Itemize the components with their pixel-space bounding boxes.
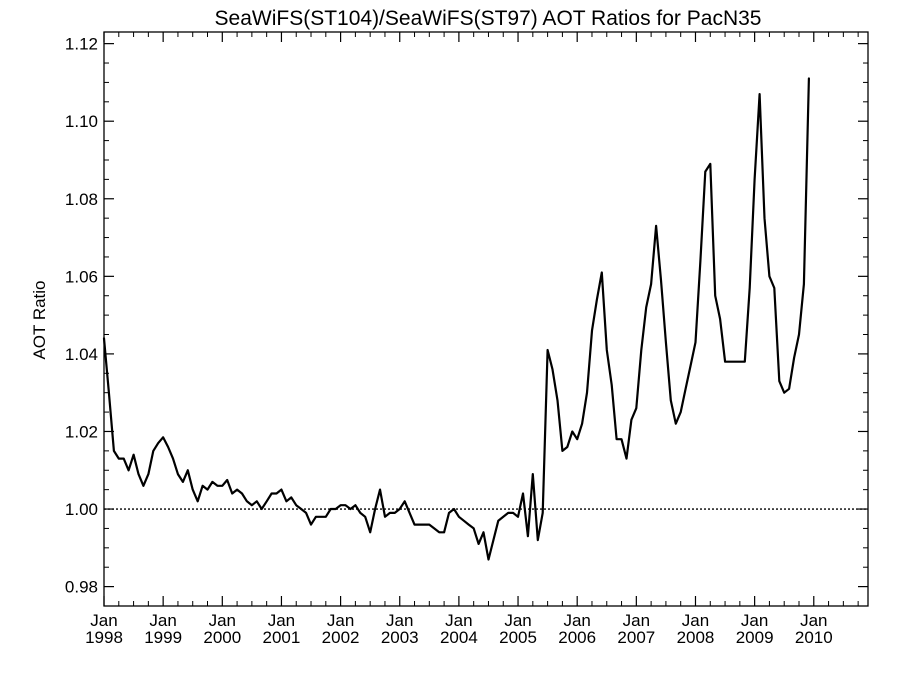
x-tick-label-month: Jan: [741, 611, 768, 630]
x-tick-label-month: Jan: [209, 611, 236, 630]
y-tick-label: 0.98: [65, 578, 98, 597]
x-tick-label-year: 2006: [558, 628, 596, 647]
series-layer: [102, 77, 811, 561]
x-tick-label-month: Jan: [623, 611, 650, 630]
y-tick-label: 1.08: [65, 190, 98, 209]
x-tick-label-month: Jan: [682, 611, 709, 630]
x-tick-label-month: Jan: [268, 611, 295, 630]
plot-frame: [103, 31, 869, 607]
y-tick-label: 1.10: [65, 112, 98, 131]
x-tick-label-year: 2001: [263, 628, 301, 647]
x-tick-label-month: Jan: [327, 611, 354, 630]
x-tick-label-month: Jan: [504, 611, 531, 630]
x-tick-label-month: Jan: [800, 611, 827, 630]
x-tick-label-month: Jan: [386, 611, 413, 630]
x-tick-label-month: Jan: [563, 611, 590, 630]
x-tick-label-month: Jan: [90, 611, 117, 630]
y-tick-label: 1.02: [65, 422, 98, 441]
x-tick-label-year: 2008: [677, 628, 715, 647]
y-tick-label: 1.04: [65, 345, 98, 364]
x-tick-label-year: 2004: [440, 628, 478, 647]
x-tick-label-month: Jan: [149, 611, 176, 630]
y-axis-label: AOT Ratio: [30, 280, 49, 359]
x-tick-label-year: 2007: [617, 628, 655, 647]
axis-ticks: [103, 32, 868, 607]
x-tick-label-year: 2003: [381, 628, 419, 647]
y-tick-label: 1.12: [65, 35, 98, 54]
x-tick-label-year: 2009: [736, 628, 774, 647]
tick-labels: 0.981.001.021.041.061.081.101.12Jan1998J…: [65, 35, 833, 647]
x-tick-label-month: Jan: [445, 611, 472, 630]
series-line-0: [102, 77, 811, 561]
y-tick-label: 1.00: [65, 500, 98, 519]
x-tick-label-year: 1998: [85, 628, 123, 647]
chart-title: SeaWiFS(ST104)/SeaWiFS(ST97) AOT Ratios …: [215, 7, 762, 30]
x-tick-label-year: 2005: [499, 628, 537, 647]
y-tick-label: 1.06: [65, 267, 98, 286]
x-tick-label-year: 2000: [203, 628, 241, 647]
x-tick-label-year: 2002: [322, 628, 360, 647]
x-tick-label-year: 2010: [795, 628, 833, 647]
x-tick-label-year: 1999: [144, 628, 182, 647]
